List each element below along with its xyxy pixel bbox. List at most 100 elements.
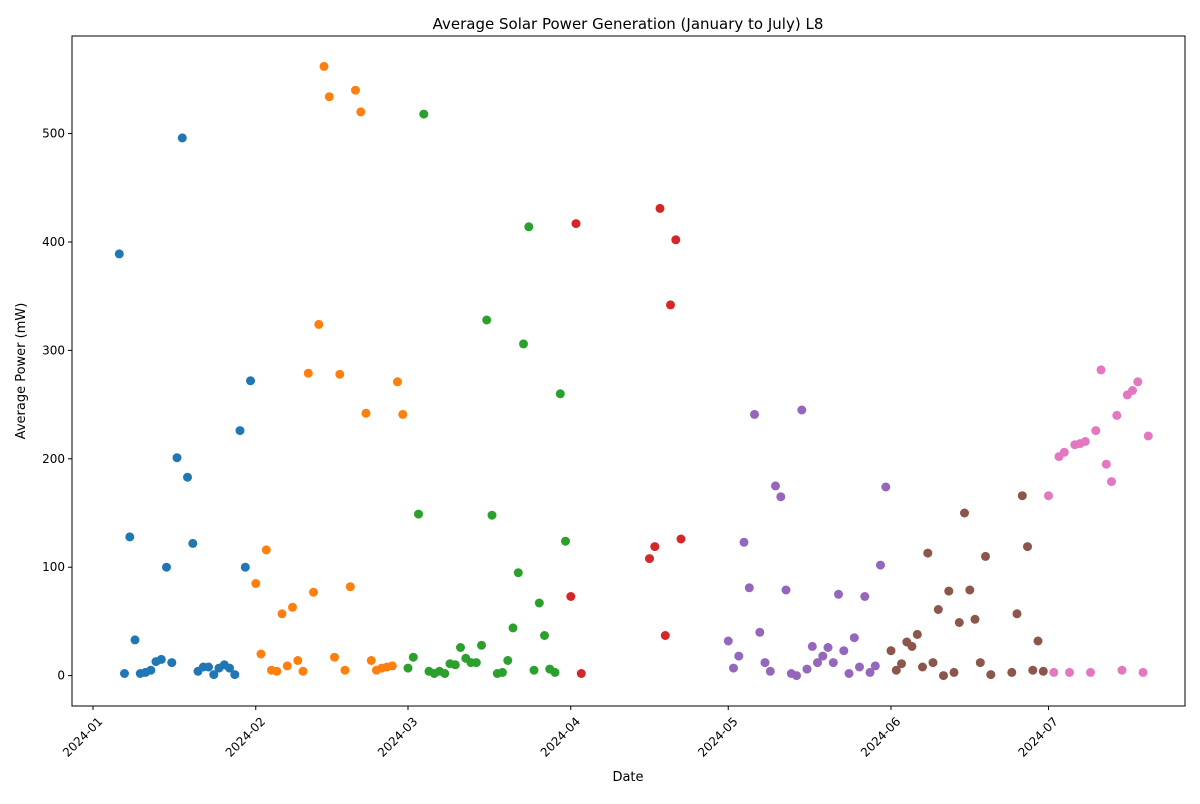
data-point: [949, 667, 959, 677]
data-point: [393, 377, 402, 387]
data-point: [870, 661, 880, 671]
data-point: [303, 368, 313, 378]
data-point: [471, 658, 481, 668]
y-axis-ticks: 0 100 200 300 400 500: [42, 127, 72, 683]
data-point: [960, 508, 969, 518]
x-tick-label: 2024-01: [60, 714, 105, 759]
data-point: [729, 663, 738, 673]
x-axis-label: Date: [612, 770, 643, 785]
data-point: [1101, 459, 1111, 469]
data-points: [114, 61, 1153, 681]
data-point: [666, 300, 675, 310]
data-point: [954, 618, 964, 627]
data-point: [807, 641, 817, 651]
data-point: [408, 652, 418, 662]
data-point: [298, 666, 308, 676]
data-point: [765, 666, 775, 676]
y-tick-label: 300: [42, 343, 65, 357]
data-point: [177, 133, 187, 143]
data-point: [387, 661, 397, 671]
data-point: [450, 660, 460, 670]
data-point: [225, 663, 234, 673]
data-point: [760, 658, 770, 668]
data-point: [114, 249, 124, 259]
data-point: [855, 662, 864, 672]
data-point: [167, 658, 177, 668]
data-point: [319, 61, 329, 71]
data-point: [309, 587, 318, 597]
data-point: [125, 532, 135, 542]
data-point: [1086, 667, 1095, 677]
data-point: [1117, 665, 1127, 675]
data-point: [240, 562, 250, 572]
data-point: [933, 605, 943, 614]
data-point: [508, 623, 518, 633]
data-point: [923, 548, 933, 558]
data-point: [571, 219, 581, 229]
y-axis-label: Average Power (mW): [14, 303, 29, 440]
data-point: [324, 92, 334, 102]
data-point: [456, 643, 465, 652]
data-point: [251, 579, 261, 588]
data-point: [1096, 365, 1106, 375]
data-point: [566, 592, 576, 601]
data-point: [828, 658, 838, 668]
data-point: [944, 586, 954, 596]
data-point: [912, 629, 922, 639]
data-point: [781, 585, 791, 595]
data-point: [876, 560, 885, 570]
data-point: [939, 671, 948, 681]
data-point: [513, 568, 523, 578]
data-point: [655, 203, 665, 213]
data-point: [849, 633, 859, 643]
data-point: [744, 583, 754, 593]
data-point: [204, 662, 213, 672]
data-point: [1133, 377, 1143, 387]
data-point: [209, 670, 219, 680]
data-point: [881, 482, 891, 492]
data-point: [235, 426, 245, 436]
data-point: [739, 537, 749, 547]
data-point: [440, 669, 450, 678]
data-point: [897, 659, 906, 669]
data-point: [246, 376, 255, 386]
data-point: [813, 658, 822, 668]
data-point: [750, 409, 759, 419]
data-point: [839, 646, 849, 656]
data-point: [981, 551, 990, 561]
data-point: [314, 319, 324, 329]
data-point: [335, 369, 345, 379]
data-point: [965, 585, 975, 595]
data-point: [503, 656, 513, 665]
data-point: [1012, 609, 1022, 619]
data-point: [524, 222, 534, 232]
y-tick-label: 500: [42, 127, 65, 141]
data-point: [146, 665, 156, 675]
data-point: [188, 538, 198, 548]
data-point: [398, 409, 408, 419]
data-point: [403, 663, 413, 673]
data-point: [351, 85, 360, 95]
data-point: [272, 666, 282, 676]
data-point: [183, 472, 192, 482]
data-point: [366, 656, 376, 665]
data-point: [797, 405, 807, 415]
data-point: [865, 667, 875, 677]
data-point: [414, 509, 423, 519]
data-point: [671, 235, 681, 245]
data-point: [120, 669, 129, 678]
data-point: [1038, 666, 1048, 676]
data-point: [277, 609, 287, 619]
data-point: [230, 670, 240, 680]
data-point: [576, 669, 586, 678]
data-point: [1065, 667, 1074, 677]
x-tick-label: 2024-07: [1015, 714, 1060, 759]
data-point: [356, 107, 366, 117]
data-point: [986, 670, 996, 680]
data-point: [823, 643, 833, 652]
data-point: [345, 582, 355, 592]
data-point: [660, 631, 670, 640]
data-point: [162, 562, 171, 572]
data-point: [519, 339, 528, 349]
